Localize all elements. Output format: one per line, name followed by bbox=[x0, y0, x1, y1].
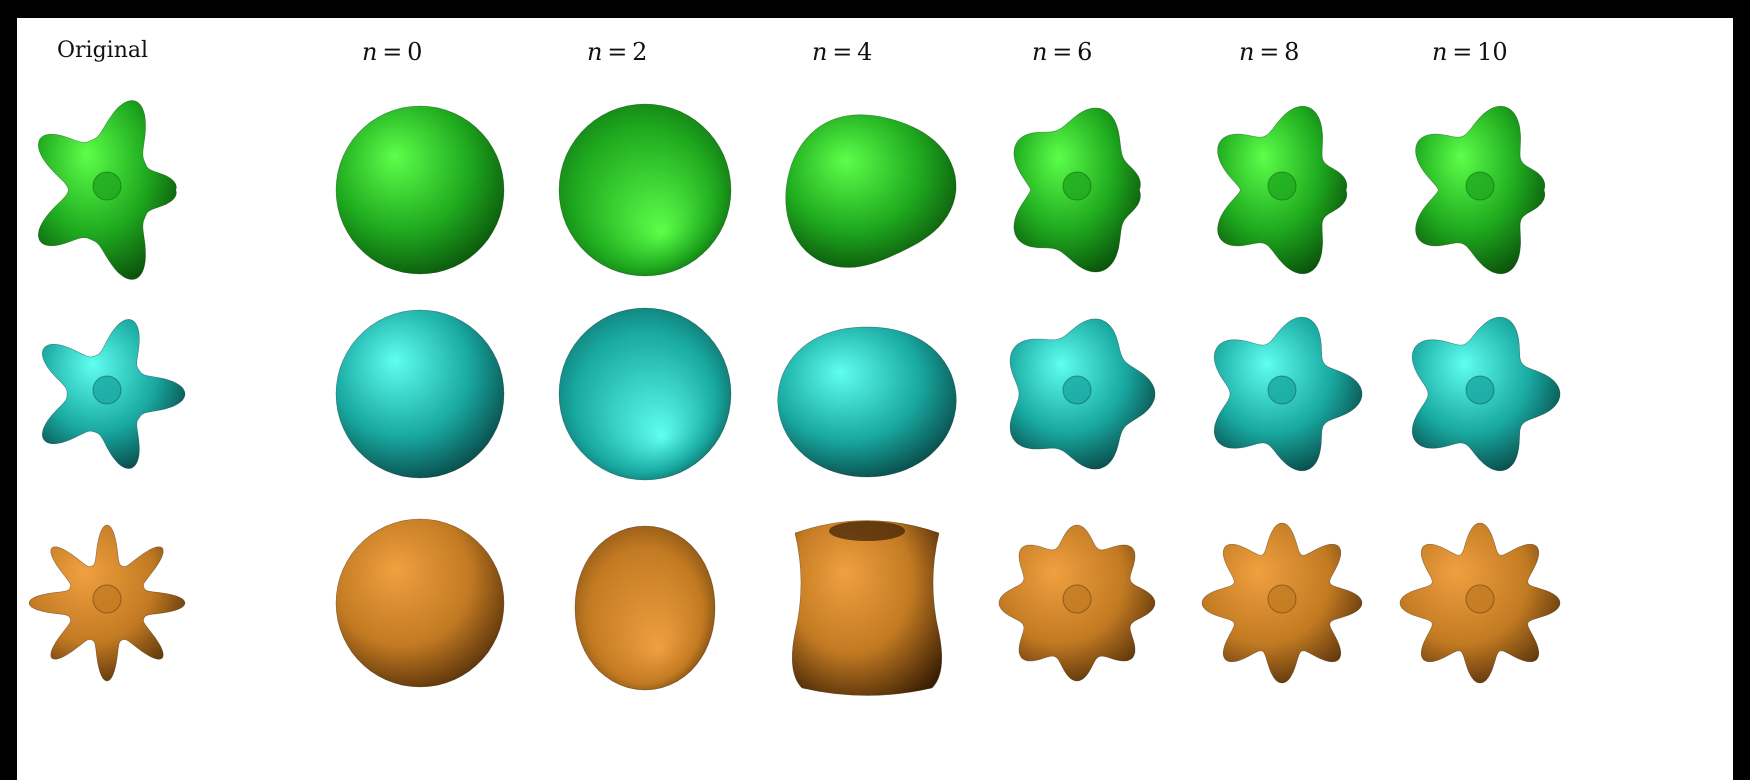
orange-flower-shape-n10 bbox=[1399, 522, 1561, 684]
header-n10: n = 10 bbox=[1432, 38, 1508, 66]
header-n6: n = 6 bbox=[1032, 38, 1093, 66]
green-twisted-shape-n0 bbox=[335, 105, 505, 275]
green-twisted-shape-n8 bbox=[1217, 105, 1348, 275]
orange-flower-shape-n0 bbox=[335, 518, 505, 688]
cyan-star-shape-original bbox=[41, 319, 186, 469]
orange-flower-shape-n4 bbox=[791, 520, 943, 696]
header-n4: n = 4 bbox=[812, 38, 873, 66]
orange-flower-shape-n2 bbox=[574, 525, 716, 691]
green-twisted-shape-n6 bbox=[1013, 107, 1141, 273]
header-n0: n = 0 bbox=[362, 38, 423, 66]
green-twisted-shape-original bbox=[37, 100, 177, 280]
cyan-star-shape-n0 bbox=[335, 309, 505, 479]
header-n8: n = 8 bbox=[1239, 38, 1300, 66]
cyan-star-shape-n10 bbox=[1411, 316, 1561, 472]
orange-flower-shape-n8 bbox=[1201, 522, 1363, 684]
green-twisted-shape-n2 bbox=[558, 103, 732, 277]
header-original: Original bbox=[57, 38, 149, 63]
orange-flower-shape-original bbox=[28, 524, 186, 682]
green-twisted-shape-n10 bbox=[1415, 105, 1546, 275]
cyan-star-shape-n8 bbox=[1213, 316, 1363, 472]
green-twisted-shape-n4 bbox=[785, 114, 957, 268]
cyan-star-shape-n2 bbox=[558, 307, 732, 481]
cyan-star-shape-n6 bbox=[1009, 318, 1156, 470]
cyan-star-shape-n4 bbox=[777, 326, 957, 478]
figure-panel: Original n = 0 n = 2 n = 4 n = 6 n = 8 n… bbox=[17, 18, 1733, 780]
orange-flower-shape-n6 bbox=[998, 524, 1156, 682]
header-n2: n = 2 bbox=[587, 38, 648, 66]
